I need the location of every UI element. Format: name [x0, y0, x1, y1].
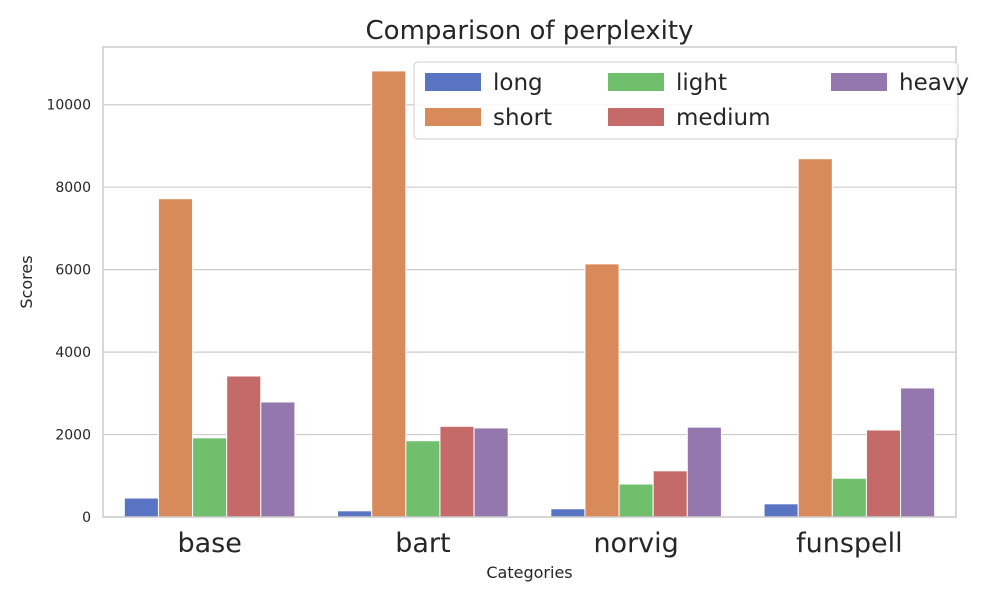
y-tick-label: 10000 [46, 98, 91, 114]
bar-short-bart [371, 70, 407, 518]
legend-swatch-long [425, 73, 481, 91]
x-tick-label: funspell [796, 528, 903, 559]
legend-label-short: short [493, 105, 552, 131]
legend-swatch-light [608, 73, 664, 91]
y-tick-label: 0 [82, 510, 91, 526]
bar-heavy-norvig [686, 426, 722, 518]
y-axis-label: Scores [17, 255, 36, 308]
y-tick-label: 6000 [55, 263, 91, 279]
x-tick-label: norvig [593, 528, 678, 559]
legend-swatch-medium [608, 108, 664, 126]
legend: long short light medium heavy [413, 61, 969, 140]
bar-heavy-bart [473, 427, 509, 518]
bars [123, 70, 936, 518]
legend-label-medium: medium [676, 105, 771, 131]
bar-short-norvig [584, 263, 620, 518]
x-ticks: base bart norvig funspell [177, 528, 902, 559]
bar-long-bart [337, 510, 373, 518]
bar-short-funspell [797, 158, 833, 518]
legend-swatch-short [425, 108, 481, 126]
bar-short-base [157, 198, 194, 518]
bar-medium-funspell [865, 429, 902, 518]
bar-heavy-funspell [900, 387, 936, 518]
bar-long-base [123, 497, 159, 518]
y-ticks: 0 2000 4000 6000 8000 10000 [46, 98, 91, 526]
bar-heavy-base [260, 401, 296, 518]
y-tick-label: 8000 [55, 180, 91, 196]
x-tick-label: base [177, 528, 241, 559]
legend-label-heavy: heavy [899, 70, 969, 96]
legend-swatch-heavy [831, 73, 887, 91]
bar-medium-norvig [652, 470, 688, 518]
legend-label-light: light [676, 70, 727, 96]
x-axis-label: Categories [486, 563, 572, 582]
y-tick-label: 2000 [55, 428, 91, 444]
legend-label-long: long [493, 70, 543, 96]
bar-long-norvig [550, 508, 586, 518]
bar-light-funspell [831, 477, 867, 518]
legend-box [413, 61, 959, 140]
bar-medium-base [226, 375, 262, 518]
bar-light-base [192, 437, 228, 518]
bar-long-funspell [763, 503, 799, 518]
y-tick-label: 4000 [55, 345, 91, 361]
bar-light-bart [405, 440, 441, 518]
plot-frame [102, 46, 957, 518]
bar-light-norvig [618, 483, 654, 518]
x-tick-label: bart [395, 528, 450, 559]
bar-medium-bart [439, 425, 475, 518]
chart-title: Comparison of perplexity [366, 16, 694, 46]
